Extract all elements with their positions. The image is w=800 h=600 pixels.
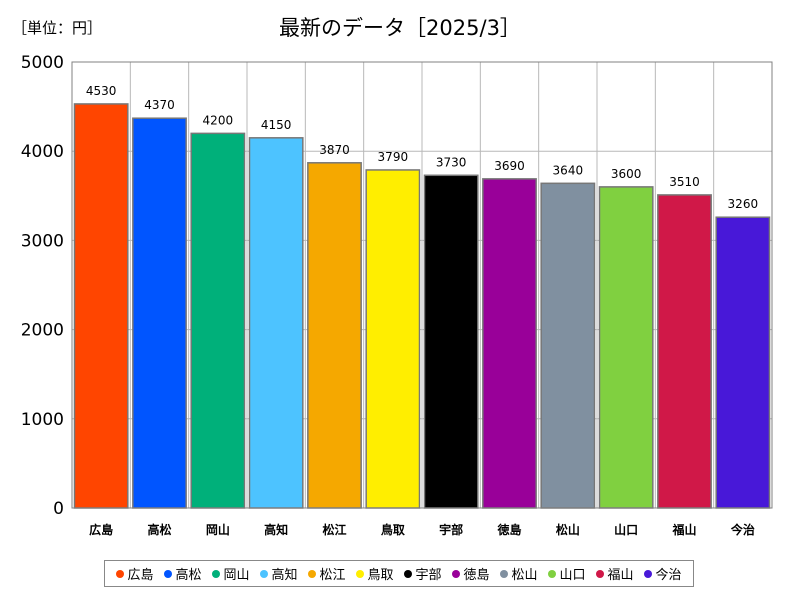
legend-item: 高知 <box>260 564 298 583</box>
data-label: 4530 <box>86 84 117 98</box>
legend-label: 今治 <box>655 568 682 583</box>
legend-swatch <box>116 569 125 578</box>
legend-label: 高松 <box>175 568 202 583</box>
legend-item: 徳島 <box>452 564 490 583</box>
y-tick-label: 0 <box>53 499 64 519</box>
data-label: 3260 <box>728 197 759 211</box>
y-tick-label: 3000 <box>21 231 64 251</box>
legend-swatch <box>452 569 461 578</box>
legend-label: 福山 <box>607 568 634 583</box>
data-label: 3510 <box>669 175 700 189</box>
bar <box>132 117 187 509</box>
x-tick-label: 高松 <box>147 522 171 537</box>
x-tick-label: 山口 <box>614 522 638 537</box>
legend-item: 鳥取 <box>356 564 394 583</box>
bar <box>248 137 304 509</box>
legend-label: 松山 <box>511 568 538 583</box>
legend-swatch <box>596 569 605 578</box>
legend-swatch <box>500 569 509 578</box>
legend-swatch <box>356 569 365 578</box>
plot-border <box>71 61 773 509</box>
x-tick-label: 広島 <box>89 522 113 537</box>
legend-label: 鳥取 <box>367 568 394 583</box>
x-tick-label: 松山 <box>556 522 580 537</box>
x-tick-label: 徳島 <box>496 522 521 537</box>
x-tick-label: 鳥取 <box>381 522 405 537</box>
legend-item: 山口 <box>548 564 586 583</box>
bar <box>190 132 246 509</box>
bar <box>365 169 421 509</box>
legend-item: 宇部 <box>404 564 442 583</box>
bar <box>715 216 771 509</box>
legend-swatch <box>308 569 317 578</box>
bar <box>598 186 654 509</box>
data-label: 3600 <box>611 167 642 181</box>
data-label: 4370 <box>144 98 175 112</box>
x-tick-label: 高知 <box>264 522 288 537</box>
unit-label: ［単位：円］ <box>12 19 103 37</box>
data-label: 3790 <box>378 150 409 164</box>
chart-legend: 広島 高松 岡山 高知 松江 鳥取 宇部 徳島 松山 山口 福山 今治 <box>104 560 694 587</box>
legend-item: 広島 <box>116 564 154 583</box>
bar <box>423 174 479 509</box>
legend-swatch <box>548 569 557 578</box>
y-tick-label: 5000 <box>21 53 64 73</box>
data-label: 3640 <box>553 163 584 177</box>
x-tick-label: 岡山 <box>206 522 230 537</box>
legend-label: 岡山 <box>223 568 250 583</box>
y-tick-label: 2000 <box>21 321 64 341</box>
legend-item: 今治 <box>644 564 682 583</box>
data-label: 3730 <box>436 155 467 169</box>
legend-swatch <box>212 569 221 578</box>
legend-item: 岡山 <box>212 564 250 583</box>
y-tick-label: 4000 <box>21 142 64 162</box>
legend-swatch <box>404 569 413 578</box>
bar <box>657 194 712 509</box>
legend-swatch <box>164 569 173 578</box>
bar <box>540 182 596 509</box>
legend-label: 松江 <box>319 568 346 583</box>
x-tick-label: 松江 <box>322 522 346 537</box>
legend-item: 福山 <box>596 564 634 583</box>
x-tick-label: 宇部 <box>439 522 463 537</box>
legend-item: 高松 <box>164 564 202 583</box>
legend-label: 広島 <box>127 568 154 583</box>
legend-swatch <box>644 569 653 578</box>
data-label: 4150 <box>261 118 292 132</box>
legend-label: 徳島 <box>463 568 490 583</box>
legend-item: 松山 <box>500 564 538 583</box>
bar <box>307 162 362 509</box>
data-label: 4200 <box>203 113 234 127</box>
y-tick-label: 1000 <box>21 410 64 430</box>
bar <box>73 103 129 509</box>
legend-item: 松江 <box>308 564 346 583</box>
chart-title: 最新のデータ［2025/3］ <box>279 16 521 40</box>
data-label: 3870 <box>319 143 350 157</box>
legend-label: 宇部 <box>415 568 442 583</box>
legend-label: 山口 <box>559 568 586 583</box>
x-tick-label: 今治 <box>730 522 755 537</box>
x-tick-label: 福山 <box>671 522 696 537</box>
legend-label: 高知 <box>271 568 298 583</box>
data-label: 3690 <box>494 159 525 173</box>
legend-swatch <box>260 569 269 578</box>
bar <box>482 178 537 509</box>
